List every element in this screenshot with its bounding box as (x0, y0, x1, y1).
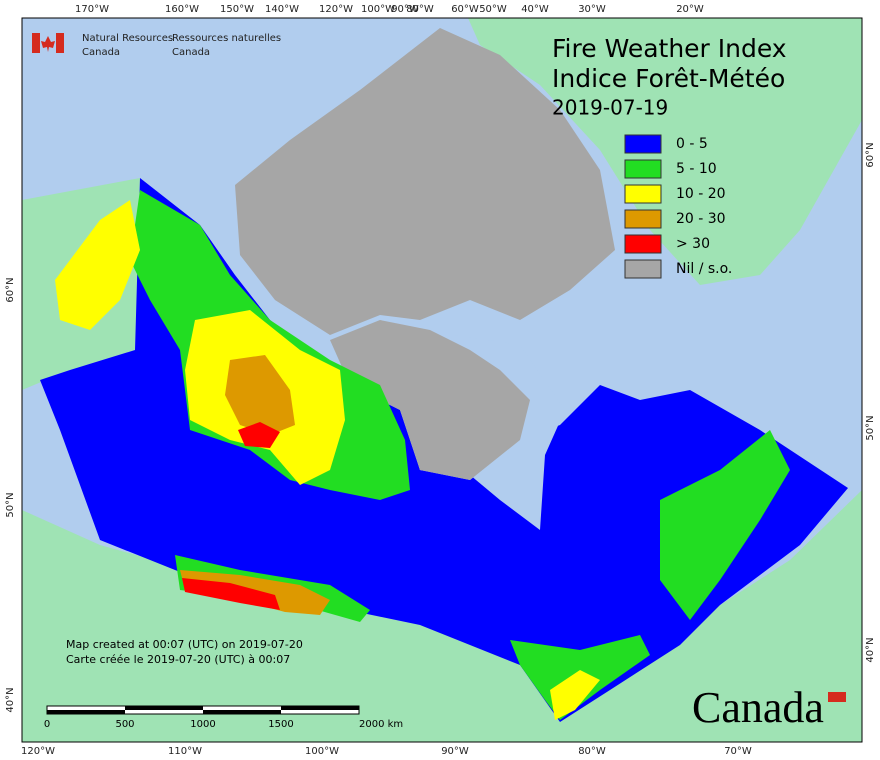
longitude-label: 120°W (319, 4, 353, 15)
legend-swatch (624, 234, 662, 254)
scale-bar (46, 705, 360, 715)
longitude-label: 100°W (361, 4, 395, 15)
legend-swatch (624, 209, 662, 229)
latitude-label: 50°N (865, 415, 876, 440)
maple-leaf (41, 36, 55, 52)
scale-bar-segment (281, 706, 359, 710)
flag-bar (56, 33, 64, 53)
latitude-label: 40°N (5, 687, 16, 712)
legend-swatch (624, 159, 662, 179)
legend-label: 0 - 5 (676, 136, 708, 152)
scale-bar-segment (203, 710, 281, 714)
longitude-label: 70°W (724, 746, 752, 757)
fwi-30-prairie (182, 578, 280, 610)
fwi-5-10-east (660, 430, 790, 620)
legend-label: 20 - 30 (676, 211, 726, 227)
longitude-label: 160°W (165, 4, 199, 15)
longitude-label: 90°W (441, 746, 469, 757)
scale-label: 1000 (190, 719, 215, 730)
map-border (21, 17, 863, 743)
legend-label: Nil / s.o. (676, 261, 732, 277)
longitude-label: 60°W (451, 4, 479, 15)
map-frame (22, 18, 862, 742)
greenland (468, 18, 862, 285)
longitude-label: 150°W (220, 4, 254, 15)
longitude-label: 80°W (578, 746, 606, 757)
longitude-label: 20°W (676, 4, 704, 15)
legend-swatch (624, 259, 662, 279)
legend-label: 5 - 10 (676, 161, 717, 177)
longitude-label: 90°W (391, 4, 419, 15)
agency-name: Canada (82, 47, 120, 58)
fwi-20-30-north (225, 355, 295, 435)
latitude-label: 50°N (5, 492, 16, 517)
longitude-label: 30°W (578, 4, 606, 15)
scale-bar-segment (47, 710, 125, 714)
arctic-islands (235, 28, 615, 335)
scale-label: 2000 km (359, 719, 403, 730)
canada-wordmark: Canada (692, 683, 824, 732)
wordmark-flag (828, 692, 846, 702)
united-states (22, 490, 862, 742)
scale-label: 500 (115, 719, 134, 730)
map-date: 2019-07-19 (552, 96, 668, 120)
longitude-label: 50°W (479, 4, 507, 15)
latitude-label: 60°N (5, 277, 16, 302)
longitude-label: 120°W (21, 746, 55, 757)
legend-swatch (624, 184, 662, 204)
map-note: Carte créée le 2019-07-20 (UTC) à 00:07 (66, 653, 290, 666)
scale-label: 0 (44, 719, 50, 730)
flag-bar (32, 33, 40, 53)
legend-label: 10 - 20 (676, 186, 726, 202)
legend-label: > 30 (676, 236, 710, 252)
scale-bar-segment (125, 706, 203, 710)
map-note: Map created at 00:07 (UTC) on 2019-07-20 (66, 638, 303, 651)
title-en: Fire Weather Index (552, 34, 787, 63)
fwi-10-20-yukon (55, 200, 140, 330)
longitude-label: 40°W (521, 4, 549, 15)
agency-name: Natural Resources (82, 33, 173, 44)
longitude-label: 140°W (265, 4, 299, 15)
latitude-label: 40°N (865, 637, 876, 662)
nunavut-mainland (330, 320, 530, 480)
legend-swatch (624, 134, 662, 154)
agency-name: Canada (172, 47, 210, 58)
longitude-label: 80°W (406, 4, 434, 15)
agency-signature (32, 33, 64, 53)
longitude-label: 170°W (75, 4, 109, 15)
fwi-10-20-ontario (550, 670, 600, 720)
fwi-30-north (238, 422, 280, 448)
scale-label: 1500 (268, 719, 293, 730)
latitude-label: 60°N (865, 142, 876, 167)
agency-name: Ressources naturelles (172, 33, 281, 44)
title-fr: Indice Forêt-Météo (552, 64, 785, 93)
longitude-label: 110°W (168, 746, 202, 757)
longitude-label: 100°W (305, 746, 339, 757)
